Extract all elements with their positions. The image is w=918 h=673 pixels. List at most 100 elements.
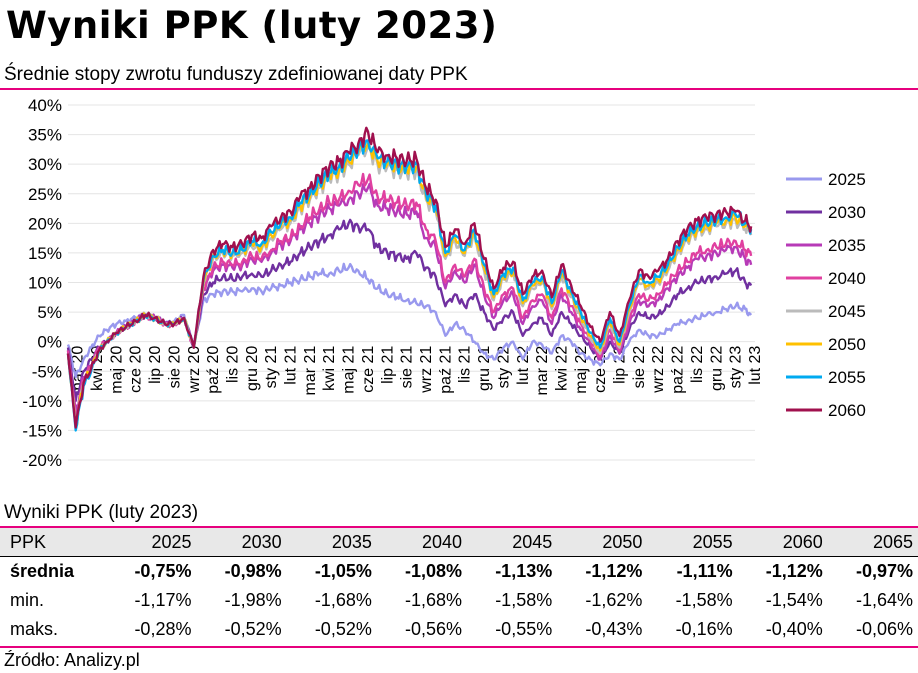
y-tick-label: -5% <box>32 362 62 381</box>
table-cell: -1,12% <box>557 556 648 586</box>
x-tick-label: lip 20 <box>147 346 164 384</box>
legend-label-2060: 2060 <box>828 401 866 420</box>
table-cell: -1,12% <box>737 556 828 586</box>
table-cell: -1,64% <box>855 590 913 610</box>
table-header-cell: 2065 <box>827 528 918 557</box>
table-header-cell: 2045 <box>467 528 558 557</box>
y-tick-label: -10% <box>22 392 62 411</box>
x-tick-label: sie 22 <box>631 346 648 389</box>
x-tick-label: gru 20 <box>244 346 261 391</box>
table-header-cell: 2050 <box>557 528 648 557</box>
x-tick-label: gru 22 <box>708 346 725 391</box>
table-cell: -0,56% <box>405 619 463 639</box>
table-cell: -0,43% <box>585 619 643 639</box>
y-tick-label: 0% <box>37 333 62 352</box>
x-tick-label: maj 20 <box>108 346 125 394</box>
x-tick-label: maj 21 <box>341 346 358 394</box>
table-row-label: maks. <box>10 619 59 639</box>
x-tick-label: kwi 21 <box>321 346 338 391</box>
x-tick-label: mar 21 <box>302 346 319 396</box>
series-line-2025 <box>66 262 753 379</box>
table-cell: -0,16% <box>675 619 733 639</box>
y-tick-label: 10% <box>28 274 62 293</box>
table-header-cell: 2060 <box>737 528 828 557</box>
table-cell: -0,98% <box>196 556 287 586</box>
table-row: min. -1,17% -1,98% -1,68% -1,68% -1,58% -1,62%… <box>0 586 918 615</box>
legend-label-2025: 2025 <box>828 170 866 189</box>
table-cell: -0,52% <box>224 619 282 639</box>
x-tick-label: sty 23 <box>728 346 745 389</box>
page-title: Wyniki PPK (luty 2023) <box>6 4 498 47</box>
table-header-cell: 2025 <box>106 528 197 557</box>
x-tick-label: cze 21 <box>360 346 377 393</box>
legend-label-2045: 2045 <box>828 302 866 321</box>
x-tick-label: sty 22 <box>495 346 512 389</box>
x-tick-label: lis 20 <box>224 346 241 383</box>
legend-label-2040: 2040 <box>828 269 866 288</box>
x-tick-label: lip 21 <box>379 346 396 384</box>
table-cell: -1,08% <box>376 556 468 586</box>
table-cell: -0,97% <box>827 556 918 586</box>
table-row-label: min. <box>10 590 45 610</box>
x-tick-label: paź 20 <box>205 346 222 394</box>
y-tick-label: 40% <box>28 96 62 115</box>
table-cell: -0,75% <box>106 556 197 586</box>
table-header-cell: 2055 <box>647 528 738 557</box>
x-tick-label: lis 21 <box>457 346 474 383</box>
table-cell: -0,28% <box>134 619 192 639</box>
table-cell: -0,52% <box>314 619 372 639</box>
y-tick-label: 25% <box>28 185 62 204</box>
table-header-cell: 2030 <box>196 528 287 557</box>
table-cell: -1,58% <box>675 590 733 610</box>
x-tick-label: kwi 22 <box>553 346 570 391</box>
y-tick-label: -15% <box>22 421 62 440</box>
line-chart: 40% 35% 30% 25% 20% 15% 10% 5% 0% -5% -10% -15% -20%… <box>22 96 866 470</box>
series-line-2060 <box>66 126 753 429</box>
x-tick-label: wrz 22 <box>650 346 667 394</box>
table-cell: -0,06% <box>855 619 913 639</box>
legend-label-2050: 2050 <box>828 335 866 354</box>
x-tick-label: lis 22 <box>689 346 706 383</box>
subtitle-rule <box>0 88 918 90</box>
table-row: maks. -0,28% -0,52% -0,52% -0,56% -0,55% -0,43… <box>0 615 918 644</box>
x-tick-label: sie 20 <box>166 346 183 389</box>
x-tick-label: lip 22 <box>612 346 629 384</box>
table-header-cell: 2035 <box>286 528 377 557</box>
table-cell: -1,98% <box>224 590 282 610</box>
table-cell: -1,62% <box>585 590 643 610</box>
table-title: Wyniki PPK (luty 2023) <box>4 502 199 523</box>
table-cell: -0,55% <box>495 619 553 639</box>
y-tick-labels: 40% 35% 30% 25% 20% 15% 10% 5% 0% -5% -10% -15% -20% <box>22 96 62 470</box>
y-tick-label: 15% <box>28 244 62 263</box>
y-tick-label: 35% <box>28 126 62 145</box>
x-tick-labels: mar 20 kwi 20 maj 20 cze 20 lip 20 sie 20 wrz … <box>70 346 764 396</box>
source-note: Źródło: Analizy.pl <box>4 650 140 670</box>
y-tick-label: 5% <box>37 303 62 322</box>
table-cell: -1,11% <box>647 556 738 586</box>
results-table: PPK 2025 2030 2035 2040 2045 2050 2055 2060 2065 ś… <box>0 528 918 644</box>
x-tick-label: wrz 21 <box>418 346 435 394</box>
legend-label-2035: 2035 <box>828 236 866 255</box>
y-tick-label: 30% <box>28 155 62 174</box>
table-cell: -1,68% <box>314 590 372 610</box>
table-cell: -1,17% <box>134 590 192 610</box>
y-tick-label: -20% <box>22 451 62 470</box>
x-tick-label: lut 21 <box>283 346 300 385</box>
series-lines <box>66 126 753 432</box>
table-row: średnia -0,75% -0,98% -1,05% -1,08% -1,13% -1,… <box>0 556 918 586</box>
table-cell: -0,40% <box>765 619 823 639</box>
legend-label-2055: 2055 <box>828 368 866 387</box>
x-tick-label: lut 23 <box>747 346 764 385</box>
x-tick-label: lut 22 <box>515 346 532 385</box>
table-cell: -1,58% <box>495 590 553 610</box>
legend: 2025 2030 2035 2040 2045 2050 2055 2060 <box>786 170 866 420</box>
x-tick-label: cze 20 <box>128 346 145 393</box>
table-cell: -1,68% <box>405 590 463 610</box>
table-header-cell: 2040 <box>376 528 468 557</box>
table-header-row: PPK 2025 2030 2035 2040 2045 2050 2055 2060 2065 <box>0 528 918 557</box>
x-tick-label: wrz 20 <box>186 346 203 394</box>
x-tick-label: paź 22 <box>670 346 687 394</box>
x-tick-label: mar 22 <box>534 346 551 396</box>
table-header-label: PPK <box>0 528 107 557</box>
x-tick-label: paź 21 <box>437 346 454 394</box>
